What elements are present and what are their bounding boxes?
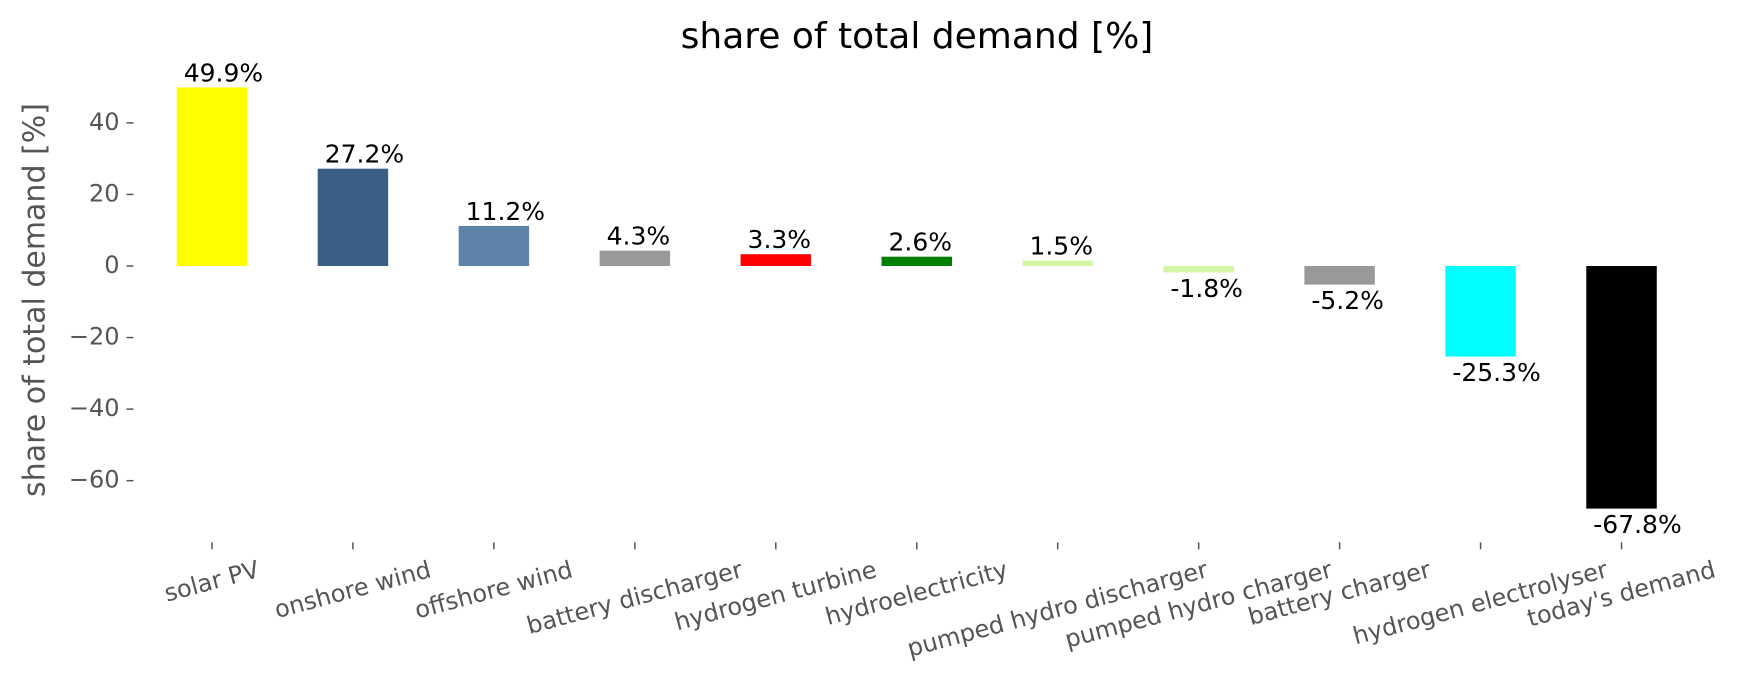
bar [1022,260,1093,266]
y-tick-label: −60 [69,466,120,494]
y-tick-label: −40 [69,394,120,422]
value-label: 27.2% [325,140,404,169]
bar [317,168,389,266]
value-label: -1.8% [1170,274,1243,303]
bar [176,87,248,267]
x-tick-label: onshore wind [271,555,434,624]
bar [1163,266,1234,273]
bar [599,250,671,266]
value-label: 1.5% [1029,232,1093,261]
y-tick-label: 0 [104,251,119,279]
bar [1445,266,1516,357]
y-tick-label: 40 [89,108,120,136]
value-label: 49.9% [184,58,263,87]
bar [458,225,530,266]
bar [1586,266,1657,509]
value-label: -67.8% [1593,510,1681,539]
value-label: -25.3% [1452,358,1540,387]
value-label: 3.3% [748,225,812,254]
x-tick-label: solar PV [161,555,262,607]
value-label: 4.3% [607,222,671,251]
bar [1304,266,1375,285]
y-tick-label: −20 [69,323,120,351]
value-label: 11.2% [466,197,545,226]
y-axis-label: share of total demand [%] [18,103,53,497]
bar [740,254,812,266]
bar [881,256,952,266]
value-label: -5.2% [1311,286,1384,315]
y-tick-label: 20 [89,179,120,207]
chart-title: share of total demand [%] [681,16,1154,57]
value-label: 2.6% [889,228,953,257]
